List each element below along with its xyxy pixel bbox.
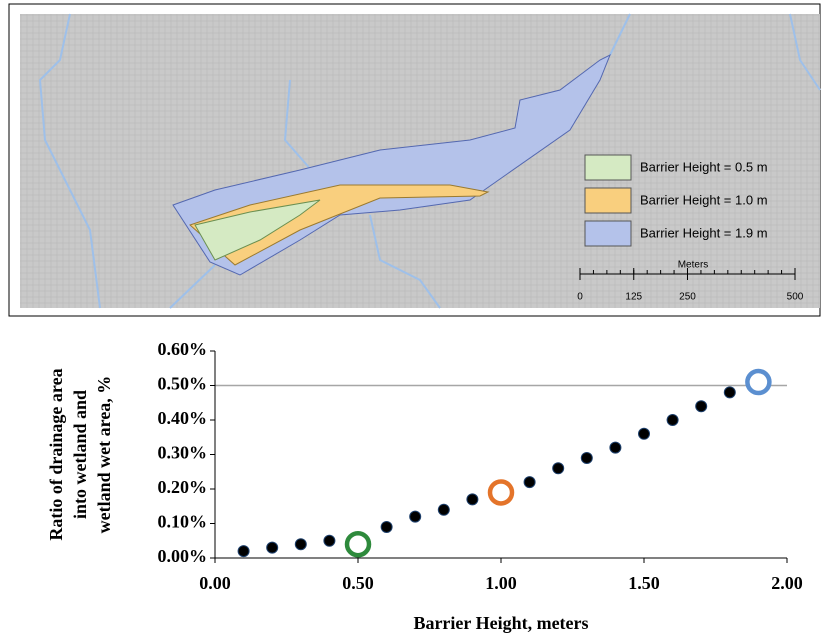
y-tick-label: 0.10% — [158, 512, 208, 532]
point — [467, 494, 478, 505]
map-legend: Barrier Height = 0.5 m Barrier Height = 1… — [585, 155, 768, 246]
highlight-point — [490, 481, 512, 503]
point — [267, 542, 278, 553]
y-tick-label: 0.60% — [158, 339, 208, 359]
point — [581, 452, 592, 463]
scale-label: 500 — [787, 292, 804, 303]
highlight-point — [347, 533, 369, 555]
point — [381, 521, 392, 532]
y-tick-label: 0.40% — [158, 408, 208, 428]
point — [438, 504, 449, 515]
legend-swatch — [585, 155, 631, 180]
legend-label: Barrier Height = 1.9 m — [640, 225, 768, 240]
y-axis-title: Ratio of drainage area — [46, 368, 66, 540]
chart: 0.00% 0.10% 0.20% 0.30% 0.40% 0.50% 0.60% 0.00 0… — [46, 339, 803, 633]
x-tick-label: 1.50 — [628, 573, 660, 593]
point — [610, 442, 621, 453]
point — [724, 387, 735, 398]
scale-label: 0 — [577, 292, 583, 303]
x-tick-label: 0.50 — [342, 573, 374, 593]
y-axis-title: wetland wet area, % — [94, 376, 114, 534]
x-tick-label: 0.00 — [199, 573, 231, 593]
y-axis-title: into wetland and — [70, 390, 90, 519]
point — [524, 477, 535, 488]
point — [295, 539, 306, 550]
point — [553, 463, 564, 474]
point — [696, 401, 707, 412]
scale-label: 125 — [625, 292, 642, 303]
scale-label: 250 — [679, 292, 696, 303]
legend-swatch — [585, 188, 631, 213]
point — [639, 428, 650, 439]
figure: Barrier Height = 0.5 m Barrier Height = 1… — [0, 0, 826, 637]
scale-title: Meters — [678, 260, 709, 271]
x-axis-title: Barrier Height, meters — [413, 613, 588, 633]
point — [667, 415, 678, 426]
y-tick-label: 0.50% — [158, 374, 208, 394]
x-tick-label: 2.00 — [771, 573, 803, 593]
y-tick-label: 0.30% — [158, 443, 208, 463]
highlight-point — [747, 371, 769, 393]
y-tick-label: 0.00% — [158, 546, 208, 566]
legend-label: Barrier Height = 0.5 m — [640, 159, 768, 174]
point — [324, 535, 335, 546]
y-tick-label: 0.20% — [158, 477, 208, 497]
x-tick-label: 1.00 — [485, 573, 517, 593]
point — [410, 511, 421, 522]
legend-swatch — [585, 221, 631, 246]
point — [238, 546, 249, 557]
legend-label: Barrier Height = 1.0 m — [640, 192, 768, 207]
